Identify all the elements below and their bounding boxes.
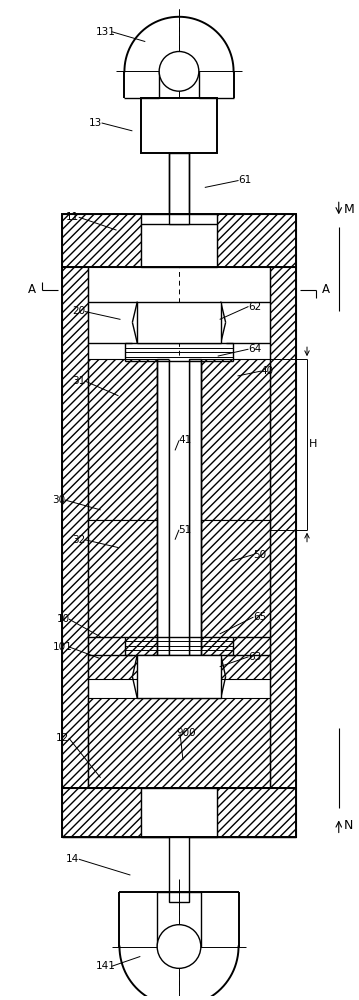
Text: 10: 10: [56, 614, 70, 624]
Bar: [141, 214, 217, 267]
Bar: [62, 788, 141, 837]
Text: M: M: [344, 203, 354, 216]
Text: 101: 101: [53, 642, 73, 652]
Text: 40: 40: [261, 366, 274, 376]
Text: 31: 31: [72, 376, 85, 386]
Text: 51: 51: [178, 525, 192, 535]
Text: 13: 13: [89, 118, 102, 128]
Text: 30: 30: [52, 495, 65, 505]
Bar: [201, 359, 270, 520]
Text: 50: 50: [253, 550, 266, 560]
Text: 65: 65: [253, 612, 266, 622]
Text: 32: 32: [72, 535, 85, 545]
Bar: [141, 98, 217, 153]
Bar: [88, 698, 270, 788]
Bar: [169, 153, 189, 214]
Bar: [62, 788, 296, 837]
Circle shape: [157, 925, 201, 968]
Circle shape: [159, 51, 199, 91]
Text: 20: 20: [72, 306, 85, 316]
Bar: [169, 214, 189, 224]
Bar: [169, 359, 189, 679]
Bar: [201, 520, 270, 679]
Bar: [62, 214, 141, 267]
Text: H: H: [309, 439, 317, 449]
Bar: [169, 837, 189, 902]
Text: A: A: [322, 283, 330, 296]
Bar: [88, 359, 157, 520]
Text: N: N: [344, 819, 353, 832]
Text: 61: 61: [238, 175, 251, 185]
Text: 141: 141: [95, 961, 116, 971]
Text: 63: 63: [248, 652, 261, 662]
Text: 11: 11: [66, 212, 79, 222]
Bar: [88, 520, 157, 679]
Bar: [62, 214, 296, 267]
Text: 131: 131: [95, 27, 116, 37]
Text: 62: 62: [248, 302, 261, 312]
Text: 14: 14: [66, 854, 79, 864]
Bar: [217, 214, 296, 267]
Text: 41: 41: [178, 435, 192, 445]
Bar: [217, 788, 296, 837]
Bar: [141, 788, 217, 837]
Text: 900: 900: [176, 728, 196, 738]
Bar: [62, 267, 88, 788]
Text: A: A: [28, 283, 36, 296]
Bar: [270, 267, 296, 788]
Bar: [137, 302, 221, 343]
Bar: [189, 359, 201, 679]
Bar: [137, 655, 221, 698]
Text: 64: 64: [248, 344, 261, 354]
Bar: [157, 359, 169, 679]
Text: 12: 12: [56, 733, 70, 743]
